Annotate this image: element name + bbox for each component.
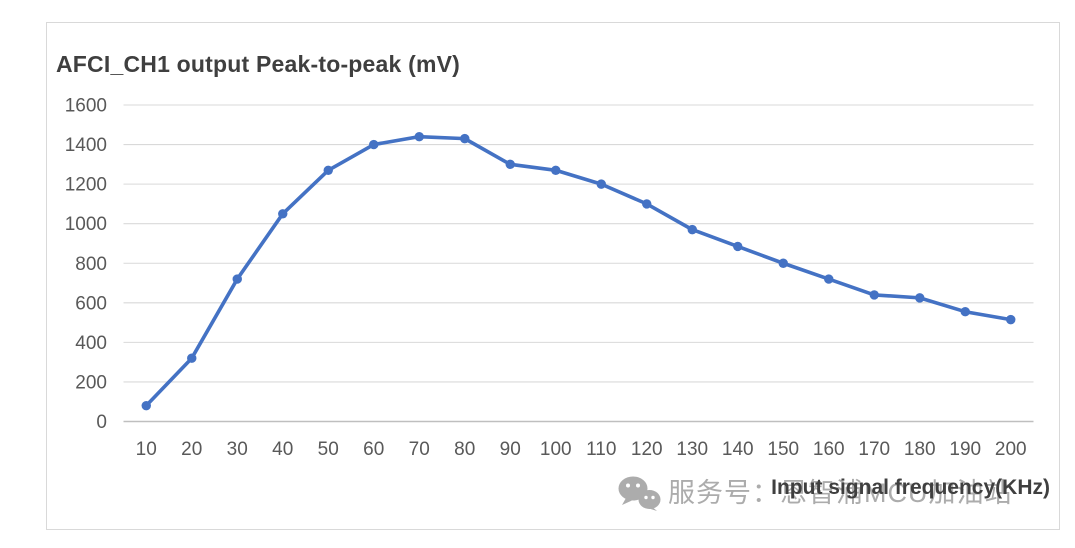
data-point-marker <box>551 165 561 175</box>
data-point-marker <box>278 209 288 219</box>
data-point-marker <box>733 241 743 252</box>
data-point-marker <box>141 400 151 411</box>
x-tick-label: 100 <box>540 439 572 460</box>
series-line <box>144 134 1013 408</box>
x-tick-label: 150 <box>767 439 799 460</box>
data-point-marker <box>369 139 379 150</box>
y-tick-label: 400 <box>75 333 107 354</box>
x-axis-title: Input signal frequency(KHz) <box>771 476 1050 499</box>
y-tick-label: 1000 <box>65 214 107 235</box>
data-point-marker <box>824 274 834 284</box>
data-point-marker <box>915 293 925 303</box>
chart-title: AFCI_CH1 output Peak-to-peak (mV) <box>56 51 461 77</box>
x-tick-label: 80 <box>454 439 475 460</box>
data-point-marker <box>232 274 242 284</box>
data-point-marker <box>323 165 333 175</box>
y-tick-label: 0 <box>96 412 107 433</box>
x-tick-label: 10 <box>136 439 157 460</box>
data-point-marker <box>687 224 697 235</box>
data-point-marker <box>414 131 424 142</box>
x-tick-label: 70 <box>409 439 430 460</box>
data-point-marker <box>869 290 879 300</box>
x-tick-label: 120 <box>631 439 663 460</box>
x-tick-label: 40 <box>272 439 293 460</box>
y-tick-label: 200 <box>75 372 107 393</box>
x-tick-label: 160 <box>813 439 845 460</box>
x-tick-label: 90 <box>500 439 521 460</box>
x-tick-label: 60 <box>363 439 384 460</box>
data-point-marker <box>187 353 197 363</box>
x-tick-label: 50 <box>318 439 339 460</box>
data-point-marker <box>778 258 788 268</box>
data-point-marker <box>505 159 515 170</box>
chart-container: AFCI_CH1 output Peak-to-peak (mV) 0 200 40… <box>46 22 1060 530</box>
wechat-icon <box>618 476 661 511</box>
x-tick-label: 180 <box>904 439 936 460</box>
y-tick-label: 800 <box>75 254 107 275</box>
x-tick-label: 110 <box>586 439 616 460</box>
watermark: 服务号：恩智浦MCU加油站 <box>617 475 1013 511</box>
y-tick-label: 600 <box>75 293 107 314</box>
y-tick-label: 1600 <box>65 96 107 117</box>
y-tick-label: 1400 <box>65 135 107 156</box>
watermark-text: 服务号：恩智浦MCU加油站 <box>668 477 1013 508</box>
data-point-marker <box>460 133 470 144</box>
x-tick-label: 140 <box>722 439 754 460</box>
data-point-marker <box>596 179 606 189</box>
x-tick-label: 20 <box>181 439 202 460</box>
data-point-marker <box>1006 314 1016 325</box>
x-tick-label: 130 <box>676 439 708 460</box>
x-tick-label: 30 <box>227 439 248 460</box>
data-point-marker <box>960 307 970 317</box>
x-tick-label: 190 <box>949 439 981 460</box>
x-tick-label: 170 <box>858 439 890 460</box>
data-point-marker <box>642 199 652 209</box>
y-tick-label: 1200 <box>65 175 107 196</box>
plot-area: 0 200 400 600 800 1000 1200 1400 1600 10 20 30 40 50 6… <box>65 96 1034 460</box>
x-tick-label: 200 <box>995 439 1027 460</box>
